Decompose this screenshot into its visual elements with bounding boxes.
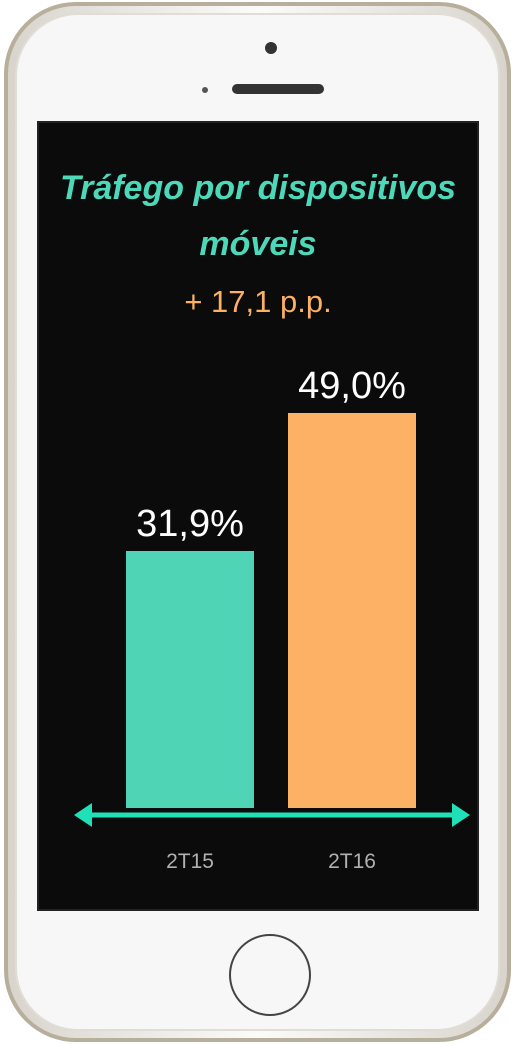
- chart-title: Tráfego por dispositivos móveis: [59, 169, 457, 263]
- axis-arrow: [74, 803, 92, 827]
- data-label: 49,0%: [298, 365, 406, 407]
- camera: [265, 42, 277, 54]
- data-label: 31,9%: [136, 502, 244, 545]
- x-tick-label: 2T15: [166, 850, 214, 873]
- bar: [126, 550, 254, 808]
- sensor: [202, 87, 208, 93]
- home-button[interactable]: [229, 934, 311, 1016]
- x-tick-label: 2T16: [328, 850, 376, 873]
- axis-arrow: [452, 803, 470, 827]
- bar: [288, 413, 416, 808]
- speaker: [232, 84, 324, 94]
- chart-subtitle: + 17,1 p.p.: [184, 284, 332, 319]
